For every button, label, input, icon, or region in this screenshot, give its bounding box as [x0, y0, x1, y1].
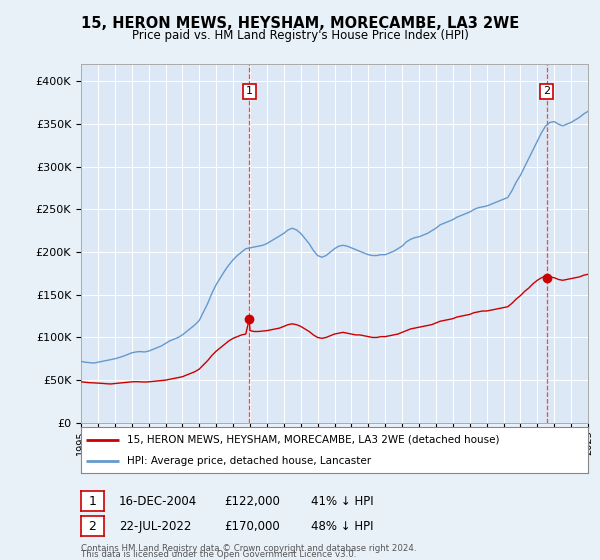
Text: £170,000: £170,000 [224, 520, 280, 533]
Text: 15, HERON MEWS, HEYSHAM, MORECAMBE, LA3 2WE (detached house): 15, HERON MEWS, HEYSHAM, MORECAMBE, LA3 … [127, 435, 499, 445]
Text: 16-DEC-2004: 16-DEC-2004 [119, 494, 197, 508]
Text: 1: 1 [246, 86, 253, 96]
Text: 2: 2 [543, 86, 550, 96]
Text: 2: 2 [88, 520, 97, 533]
Text: Price paid vs. HM Land Registry's House Price Index (HPI): Price paid vs. HM Land Registry's House … [131, 29, 469, 42]
Text: 48% ↓ HPI: 48% ↓ HPI [311, 520, 373, 533]
Text: 1: 1 [88, 494, 97, 508]
Text: HPI: Average price, detached house, Lancaster: HPI: Average price, detached house, Lanc… [127, 456, 371, 466]
Text: 41% ↓ HPI: 41% ↓ HPI [311, 494, 373, 508]
Text: Contains HM Land Registry data © Crown copyright and database right 2024.: Contains HM Land Registry data © Crown c… [81, 544, 416, 553]
Text: 15, HERON MEWS, HEYSHAM, MORECAMBE, LA3 2WE: 15, HERON MEWS, HEYSHAM, MORECAMBE, LA3 … [81, 16, 519, 31]
Text: 22-JUL-2022: 22-JUL-2022 [119, 520, 191, 533]
Text: This data is licensed under the Open Government Licence v3.0.: This data is licensed under the Open Gov… [81, 550, 356, 559]
Text: £122,000: £122,000 [224, 494, 280, 508]
